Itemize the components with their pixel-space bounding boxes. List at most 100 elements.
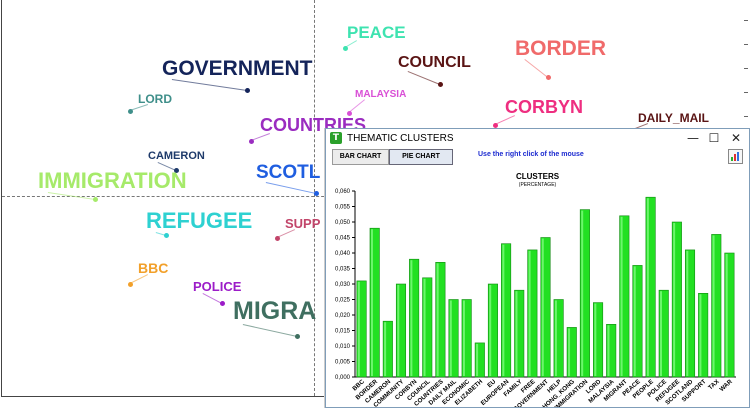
bar[interactable] [527,249,538,378]
minimize-button[interactable]: — [687,131,699,145]
x-tick-label: WAR [718,378,734,393]
bar-highlight [660,291,663,376]
map-leader-line [242,324,297,337]
map-point-border[interactable] [546,75,551,80]
map-word-immigration[interactable]: IMMIGRATION [38,168,187,193]
window-toolbar: BAR CHART PIE CHART [326,148,749,166]
bar[interactable] [724,252,735,378]
map-edge-tick [744,92,748,93]
bar[interactable] [382,320,393,378]
bar-highlight [673,223,676,376]
bar[interactable] [487,283,498,378]
bar[interactable] [422,277,433,378]
map-point-refugee[interactable] [164,233,169,238]
bar[interactable] [540,237,551,378]
bar[interactable] [698,293,709,378]
map-word-corbyn[interactable]: CORBYN [505,97,584,117]
bar-highlight [581,210,584,376]
bar-highlight [449,300,452,376]
map-point-police[interactable] [220,301,225,306]
map-point-immigration[interactable] [93,197,98,202]
thematic-clusters-window[interactable]: T THEMATIC CLUSTERS — ☐ ✕ BAR CHART PIE … [325,128,750,408]
map-point-countries[interactable] [249,139,254,144]
map-word-malaysia[interactable]: MALAYSIA [355,89,407,100]
bar[interactable] [579,209,590,378]
map-word-peace[interactable]: PEACE [347,23,406,42]
bar-highlight [370,229,373,376]
bar[interactable] [356,280,367,378]
map-word-police[interactable]: POLICE [193,279,242,294]
map-point-corbyn[interactable] [493,123,498,128]
y-tick-label: 0,000 [335,375,351,381]
bar[interactable] [395,283,407,378]
map-word-border[interactable]: BORDER [515,37,607,60]
map-word-government[interactable]: GOVERNMENT [162,57,313,80]
map-word-lord[interactable]: LORD [138,92,172,106]
map-point-migra[interactable] [295,334,300,339]
map-point-malaysia[interactable] [347,111,352,116]
map-leader-line [265,182,316,194]
y-tick-label: 0,005 [335,360,351,366]
map-word-refugee[interactable]: REFUGEE [146,208,253,233]
bar[interactable] [658,289,669,378]
bar[interactable] [632,265,643,378]
map-point-bbc[interactable] [128,282,133,287]
map-point-cameron[interactable] [174,168,179,173]
bar-chart-button[interactable]: BAR CHART [332,149,389,165]
bar[interactable] [606,324,617,378]
bar-highlight [397,285,400,376]
chart-title: CLUSTERS [515,172,560,181]
map-word-cameron[interactable]: CAMERON [148,150,205,162]
map-vertical-axis [314,0,315,396]
close-button[interactable]: ✕ [730,131,742,145]
bar[interactable] [501,243,512,378]
map-point-lord[interactable] [128,109,133,114]
map-point-supp[interactable] [275,236,280,241]
bar-highlight [502,244,505,376]
pie-chart-button[interactable]: PIE CHART [389,149,453,165]
bar[interactable] [711,234,722,378]
map-leader-line [171,79,247,91]
bar[interactable] [448,299,459,378]
bar[interactable] [369,227,380,378]
window-titlebar[interactable]: T THEMATIC CLUSTERS — ☐ ✕ [326,129,749,148]
y-tick-label: 0,040 [335,251,351,257]
bar[interactable] [671,221,682,378]
chart-subtitle: (PERCENTAGE) [518,182,557,188]
clusters-bar-chart[interactable]: 0,000 0,005 0,010 0,015 0,020 0,025 0,030 0,035… [326,129,749,407]
map-edge-tick [744,44,748,45]
bar[interactable] [566,327,577,378]
bar[interactable] [553,299,564,378]
bar[interactable] [409,258,420,378]
window-title: THEMATIC CLUSTERS [347,133,454,144]
map-word-scotl[interactable]: SCOTL [256,162,321,183]
bar[interactable] [474,342,485,378]
chart-settings-icon[interactable] [728,149,743,164]
map-point-peace[interactable] [343,46,348,51]
map-point-council[interactable] [438,82,443,87]
bar[interactable] [435,262,446,378]
map-leader-line [524,59,548,78]
y-tick-label: 0,050 [335,220,351,226]
bar[interactable] [684,249,696,378]
map-word-bbc[interactable]: BBC [138,260,169,276]
map-word-council[interactable]: COUNCIL [398,54,471,71]
map-word-supp[interactable]: SUPP [285,216,321,231]
bar[interactable] [461,299,472,378]
maximize-button[interactable]: ☐ [708,131,720,145]
y-tick-label: 0,045 [335,236,351,242]
bar[interactable] [619,215,630,378]
map-word-migra[interactable]: MIGRA [233,297,317,325]
y-tick-label: 0,035 [335,267,351,273]
map-point-scotl[interactable] [314,191,319,196]
bar[interactable] [593,302,604,378]
map-edge-tick [744,20,748,21]
x-tick-label: EU [486,378,497,389]
bar-highlight [712,235,715,376]
bar[interactable] [645,196,656,378]
map-word-daily-mail[interactable]: DAILY_MAIL [638,111,709,125]
bar-highlight [515,291,518,376]
app-icon: T [330,132,342,144]
bar[interactable] [514,289,525,378]
map-point-government[interactable] [245,88,250,93]
